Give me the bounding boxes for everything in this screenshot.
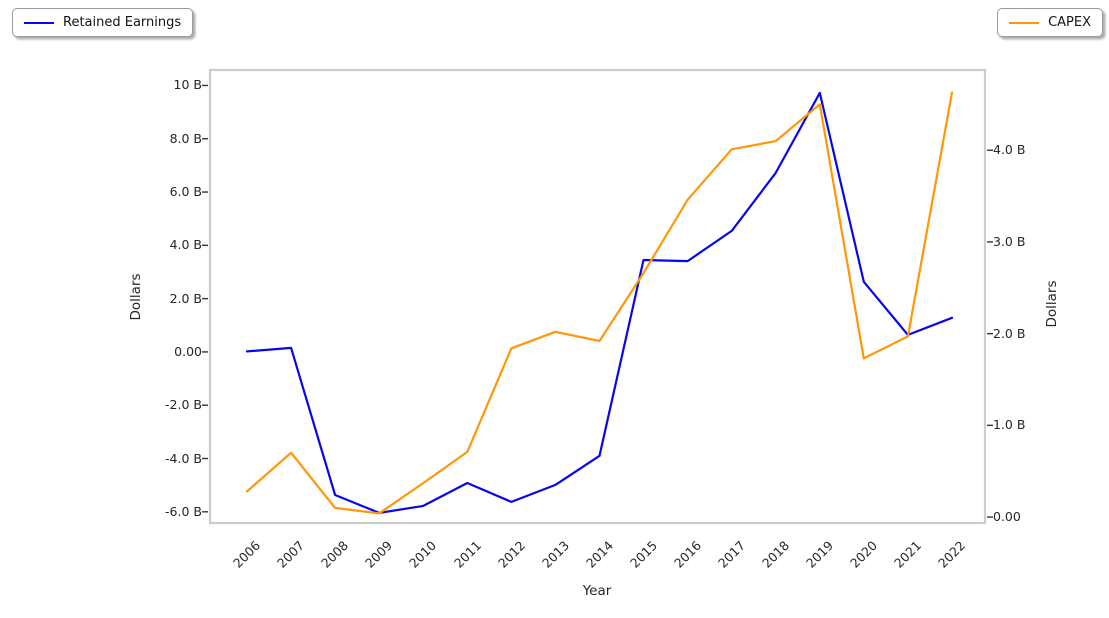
plot-frame: [208, 68, 987, 525]
legend-retained-earnings: Retained Earnings: [12, 8, 194, 37]
y-axis-label-right: Dollars: [1044, 280, 1060, 328]
legend-capex-label: CAPEX: [1048, 15, 1091, 30]
y-left-tick-label: 6.0 B: [169, 184, 202, 200]
y-right-tick-label: 1.0 B: [993, 417, 1026, 433]
retained-earnings-line-sample: [24, 21, 54, 24]
capex-line-sample: [1009, 21, 1040, 24]
y-right-tick-label: 2.0 B: [993, 325, 1026, 341]
y-left-tick-label: -2.0 B: [165, 397, 202, 413]
y-left-tick-label: 10 B: [173, 77, 202, 93]
retained-earnings-line: [245, 91, 954, 515]
capex-line: [245, 91, 954, 515]
x-axis-label: Year: [582, 583, 612, 599]
legend-capex: CAPEX: [997, 8, 1103, 37]
y-left-tick-label: -6.0 B: [165, 503, 202, 519]
y-right-tick-label: 3.0 B: [993, 233, 1026, 249]
legend-retained-earnings-label: Retained Earnings: [63, 15, 182, 30]
y-right-tick-label: 4.0 B: [993, 142, 1026, 158]
y-left-tick-label: -4.0 B: [165, 450, 202, 466]
y-left-tick-label: 8.0 B: [169, 130, 202, 146]
y-left-tick-label: 2.0 B: [169, 290, 202, 306]
y-left-tick-label: 4.0 B: [169, 237, 202, 253]
y-right-tick-label: 0.00: [993, 509, 1021, 525]
y-left-tick-label: 0.00: [174, 343, 202, 359]
